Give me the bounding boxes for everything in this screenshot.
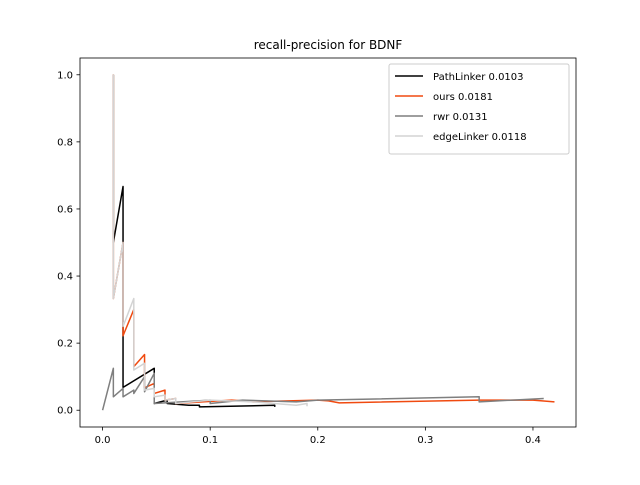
chart-title: recall-precision for BDNF bbox=[254, 38, 403, 52]
series-line-3 bbox=[112, 74, 308, 407]
x-axis: 0.0 0.1 0.2 0.3 0.4 bbox=[95, 427, 541, 446]
x-tick-label: 0.0 bbox=[95, 435, 111, 446]
y-axis: 0.0 0.2 0.4 0.6 0.8 1.0 bbox=[57, 70, 80, 417]
legend-label-0: PathLinker 0.0103 bbox=[433, 72, 524, 83]
y-tick-label: 0.0 bbox=[57, 406, 73, 417]
x-tick-label: 0.4 bbox=[525, 435, 541, 446]
y-tick-label: 0.6 bbox=[57, 204, 73, 215]
y-tick-label: 0.8 bbox=[57, 137, 73, 148]
y-tick-label: 0.4 bbox=[57, 272, 73, 283]
y-tick-label: 1.0 bbox=[57, 70, 73, 81]
x-tick-label: 0.3 bbox=[417, 435, 433, 446]
legend-label-3: edgeLinker 0.0118 bbox=[433, 132, 527, 143]
plot-area bbox=[79, 57, 577, 428]
legend-label-1: ours 0.0181 bbox=[433, 92, 493, 103]
legend: PathLinker 0.0103 ours 0.0181 rwr 0.0131 ed… bbox=[388, 63, 570, 155]
x-tick-label: 0.2 bbox=[310, 435, 326, 446]
legend-box bbox=[388, 63, 570, 155]
axes-frame bbox=[79, 57, 577, 428]
x-tick-label: 0.1 bbox=[202, 435, 218, 446]
legend-label-2: rwr 0.0131 bbox=[433, 112, 488, 123]
series-line-2 bbox=[101, 367, 544, 411]
y-tick-label: 0.2 bbox=[57, 339, 73, 350]
